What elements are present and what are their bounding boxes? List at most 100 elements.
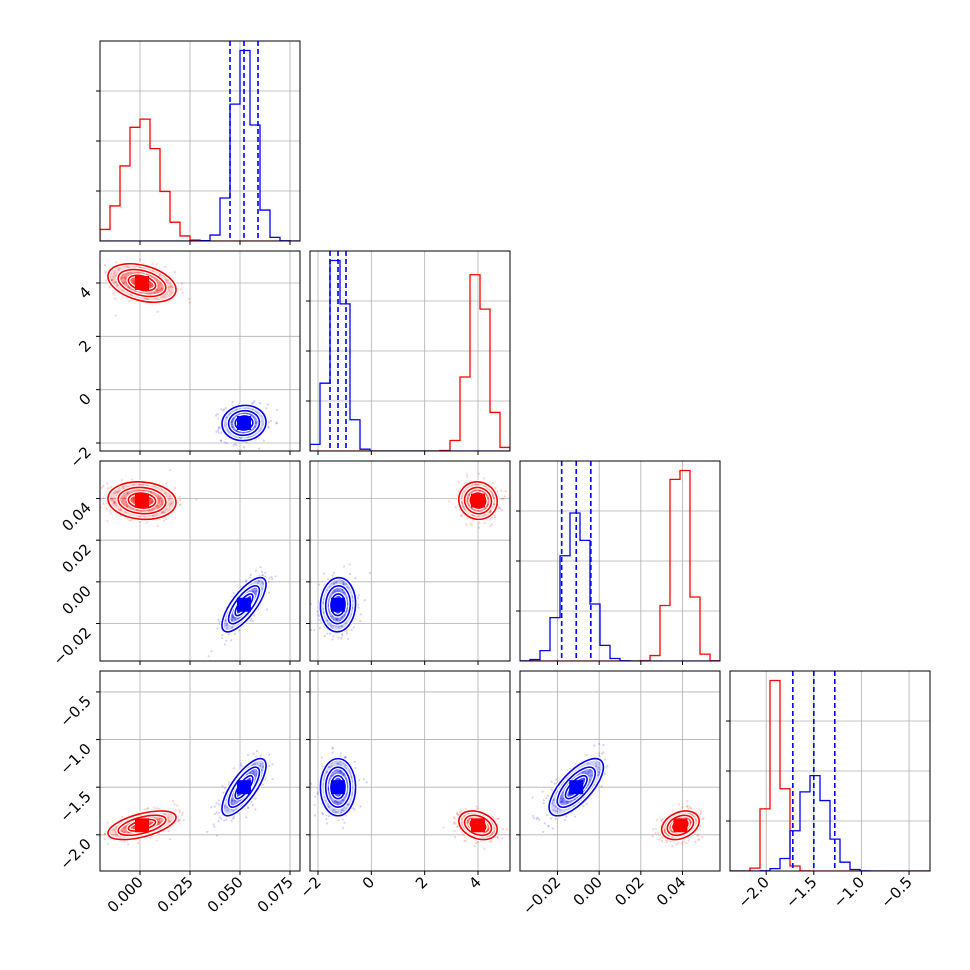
sample-point	[113, 502, 116, 505]
sample-point	[102, 502, 105, 505]
sample-point	[231, 799, 234, 802]
sample-point	[253, 591, 256, 595]
sample-point	[342, 774, 345, 777]
sample-point	[128, 519, 131, 522]
sample-point	[253, 772, 256, 775]
sample-point	[165, 482, 168, 485]
sample-point	[168, 495, 171, 498]
sample-point	[346, 637, 350, 641]
panel-frame	[99, 670, 301, 872]
sample-point	[490, 523, 494, 526]
sample-point	[560, 801, 563, 804]
sample-point	[112, 275, 115, 279]
sample-point	[123, 826, 126, 829]
density-contour	[107, 810, 177, 841]
sample-point	[342, 565, 346, 568]
sample-point	[236, 611, 240, 614]
y-tick-label: −2	[66, 443, 94, 471]
density-contour	[458, 481, 499, 521]
panel-marks	[100, 41, 300, 241]
sample-point	[335, 769, 339, 772]
sample-point	[654, 831, 657, 835]
sample-point	[181, 813, 184, 816]
sample-point	[156, 263, 159, 266]
sample-point	[116, 284, 119, 287]
sample-point	[677, 842, 680, 845]
sample-point	[335, 589, 338, 592]
sample-point	[258, 764, 262, 767]
sample-point	[327, 605, 330, 608]
sample-point	[490, 490, 493, 493]
scatter-p2-p3: −0.02 0.00 0.02 0.04	[516, 670, 721, 918]
density-contour	[324, 766, 352, 808]
sample-point	[333, 590, 337, 593]
sample-point	[313, 814, 317, 817]
sample-point	[321, 765, 324, 768]
density-peak	[135, 276, 149, 290]
sample-point	[261, 582, 264, 585]
sample-point	[337, 801, 340, 804]
x-tick-label: 0.050	[204, 873, 247, 916]
sample-point	[338, 770, 341, 773]
sample-point	[230, 618, 234, 621]
sample-point	[149, 283, 152, 286]
sample-point	[340, 771, 343, 775]
sample-point	[158, 500, 161, 503]
sample-point	[160, 496, 163, 499]
sample-point	[336, 762, 339, 765]
sample-point	[260, 570, 264, 573]
sample-point	[227, 809, 230, 812]
sample-point	[491, 482, 495, 485]
sample-point	[454, 835, 457, 839]
density-contour	[227, 409, 261, 437]
sample-point	[188, 297, 191, 300]
sample-point	[132, 501, 136, 504]
sample-point	[247, 754, 250, 757]
sample-point	[104, 271, 107, 275]
sample-point	[463, 839, 466, 843]
sample-point	[340, 617, 343, 620]
sample-point	[133, 825, 136, 828]
density-contour	[227, 766, 261, 808]
sample-point	[213, 812, 216, 816]
sample-point	[345, 779, 348, 782]
sample-point	[336, 771, 339, 774]
sample-point	[492, 830, 496, 833]
sample-point	[464, 839, 467, 842]
sample-point	[213, 805, 216, 808]
sample-point	[459, 809, 462, 812]
sample-point	[454, 822, 457, 825]
sample-point	[343, 756, 347, 759]
sample-point	[331, 591, 334, 594]
sample-point	[218, 620, 221, 624]
sample-point	[114, 491, 117, 494]
sample-point	[143, 515, 146, 518]
sample-point	[362, 778, 366, 781]
sample-point	[555, 809, 558, 812]
density-contour	[660, 810, 700, 841]
sample-point	[114, 497, 117, 500]
sample-point	[699, 811, 703, 814]
sample-point	[330, 624, 333, 627]
sample-point	[217, 811, 221, 815]
sample-point	[139, 509, 142, 512]
sample-point	[466, 821, 469, 824]
sample-point	[110, 497, 114, 500]
sample-point	[153, 806, 156, 809]
sample-point	[491, 493, 494, 496]
sample-point	[230, 421, 233, 424]
sample-point	[492, 827, 496, 830]
sample-point	[235, 429, 238, 433]
sample-point	[328, 766, 331, 769]
sample-point	[603, 758, 607, 761]
sample-point	[593, 744, 596, 747]
sample-point	[113, 273, 116, 276]
sample-point	[188, 301, 191, 304]
sample-point	[151, 514, 155, 518]
sample-point	[232, 615, 235, 618]
sample-point	[327, 791, 331, 795]
sample-point	[483, 847, 486, 850]
y-tick-label: −0.5	[56, 692, 94, 730]
sample-point	[215, 811, 218, 814]
sample-point	[115, 833, 118, 836]
